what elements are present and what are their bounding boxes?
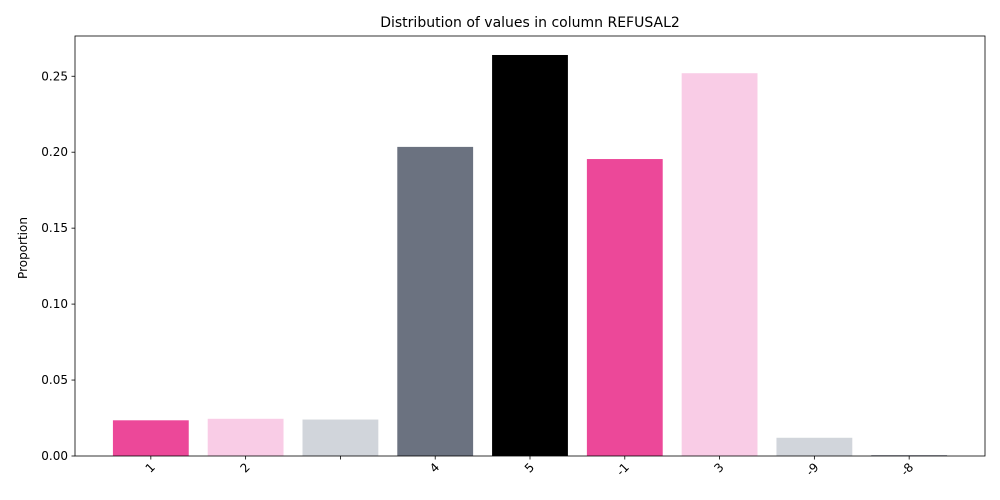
bars-group	[112, 54, 948, 457]
y-tick-label-1: 0.05	[41, 373, 68, 387]
y-tick-label-2: 0.10	[41, 297, 68, 311]
x-tick-label-3: 4	[427, 460, 442, 475]
y-tick-label-4: 0.20	[41, 145, 68, 159]
bar-6	[681, 73, 758, 456]
x-tick-label-0: 1	[143, 460, 158, 475]
x-tick-label-6: 3	[711, 460, 726, 475]
chart-title: Distribution of values in column REFUSAL…	[380, 15, 680, 31]
bar-3	[397, 146, 474, 456]
y-tick-label-0: 0.00	[41, 449, 68, 463]
y-tick-label-3: 0.15	[41, 221, 68, 235]
x-tick-label-4: 5	[522, 460, 537, 475]
bar-4	[492, 54, 568, 457]
bar-2	[302, 419, 379, 456]
x-tick-label-8: -8	[898, 460, 916, 478]
x-tick-label-5: -1	[614, 460, 632, 478]
bar-7	[776, 437, 853, 456]
x-axis: 1 2 4 5 -1 3 -9 -8	[143, 456, 916, 479]
x-tick-label-7: -9	[803, 460, 821, 478]
x-tick-label-1: 2	[237, 460, 252, 475]
bar-5	[586, 159, 663, 457]
y-tick-label-5: 0.25	[41, 69, 68, 83]
bar-1	[207, 418, 284, 456]
bar-0	[112, 420, 189, 456]
plot-frame	[74, 35, 986, 457]
y-axis-label: Proportion	[16, 217, 30, 279]
y-axis: 0.00 0.05 0.10 0.15 0.20 0.25	[41, 69, 75, 463]
